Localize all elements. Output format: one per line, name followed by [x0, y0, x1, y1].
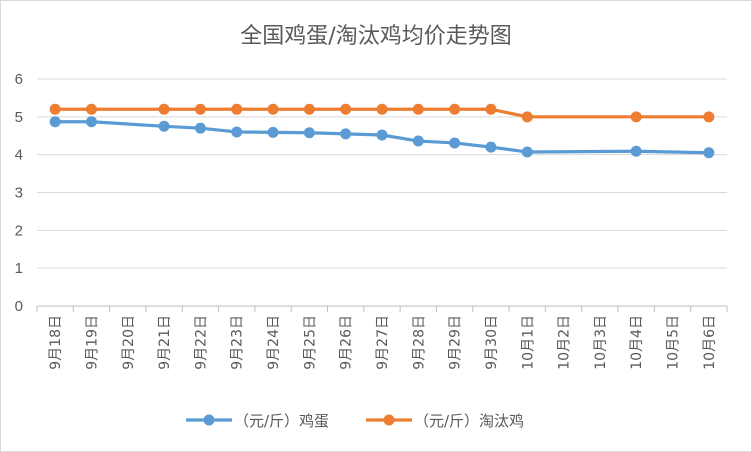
y-tick-label: 5: [15, 109, 23, 126]
data-point: [194, 103, 206, 115]
x-tick-label: 9月27日: [375, 315, 391, 370]
data-point: [158, 103, 170, 115]
data-point: [49, 103, 61, 115]
x-tick-label: 9月21日: [157, 315, 173, 370]
chart-title: 全国鸡蛋/淘汰鸡均价走势图: [240, 24, 511, 49]
data-point: [340, 103, 352, 115]
data-point: [158, 120, 170, 132]
y-tick-label: 3: [15, 185, 23, 202]
data-point: [703, 147, 715, 159]
data-point: [340, 128, 352, 140]
y-tick-label: 4: [15, 147, 23, 164]
x-tick-label: 10月6日: [702, 315, 718, 370]
data-point: [49, 116, 61, 128]
x-tick-label: 9月30日: [484, 315, 500, 370]
x-axis-ticks: 9月18日 9月19日 9月20日 9月21日 9月22日 9月23日 9月24日 9月25日…: [36, 306, 728, 370]
series-layer: [49, 103, 715, 159]
data-point: [521, 146, 533, 158]
x-tick-label: 9月25日: [302, 315, 318, 370]
data-point: [231, 126, 243, 138]
x-tick-label: 9月22日: [193, 315, 209, 370]
x-tick-label: 9月29日: [448, 315, 464, 370]
legend-label-0: （元/斤）鸡蛋: [234, 412, 329, 430]
x-tick-label: 10月1日: [520, 315, 536, 370]
data-point: [449, 137, 461, 149]
legend-label-1: （元/斤）淘汰鸡: [414, 412, 524, 430]
y-tick-label: 0: [15, 298, 23, 315]
legend-marker-0: [203, 414, 215, 426]
data-point: [521, 111, 533, 123]
data-point: [485, 103, 497, 115]
x-tick-label: 9月18日: [48, 315, 64, 370]
x-tick-label: 9月26日: [339, 315, 355, 370]
x-tick-label: 10月3日: [593, 315, 609, 370]
x-tick-label: 9月20日: [121, 315, 137, 370]
data-point: [303, 103, 315, 115]
x-tick-label: 9月28日: [411, 315, 427, 370]
data-point: [485, 141, 497, 153]
x-tick-label: 9月19日: [84, 315, 100, 370]
y-tick-label: 2: [15, 222, 23, 239]
data-point: [449, 103, 461, 115]
x-tick-label: 9月24日: [266, 315, 282, 370]
data-point: [703, 111, 715, 123]
legend: （元/斤）鸡蛋 （元/斤）淘汰鸡: [186, 412, 524, 430]
data-point: [267, 103, 279, 115]
data-point: [194, 122, 206, 134]
y-tick-label: 1: [15, 260, 23, 277]
x-tick-label: 9月23日: [230, 315, 246, 370]
data-point: [630, 111, 642, 123]
x-tick-label: 10月5日: [666, 315, 682, 370]
data-point: [376, 129, 388, 141]
x-tick-label: 10月4日: [629, 315, 645, 370]
data-point: [412, 103, 424, 115]
legend-marker-1: [383, 414, 395, 426]
data-point: [412, 135, 424, 147]
data-point: [303, 127, 315, 139]
x-tick-label: 10月2日: [557, 315, 573, 370]
y-axis-ticks: 0 1 2 3 4 5 6: [15, 71, 23, 315]
data-point: [85, 103, 97, 115]
data-point: [85, 116, 97, 128]
data-point: [376, 103, 388, 115]
y-tick-label: 6: [15, 71, 23, 88]
data-point: [231, 103, 243, 115]
data-point: [630, 145, 642, 157]
data-point: [267, 126, 279, 138]
